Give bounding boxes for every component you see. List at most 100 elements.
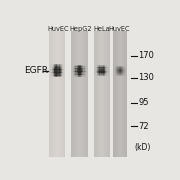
- Bar: [58, 72, 59, 73]
- Bar: [108, 74, 109, 75]
- Bar: [73, 73, 74, 74]
- Bar: [103, 66, 104, 67]
- Bar: [78, 65, 79, 66]
- Bar: [83, 70, 84, 71]
- Bar: [105, 66, 106, 67]
- Bar: [74, 69, 75, 70]
- Bar: [61, 75, 62, 76]
- Bar: [76, 31, 77, 158]
- Bar: [56, 70, 57, 71]
- Bar: [57, 64, 58, 65]
- Bar: [77, 67, 78, 68]
- Bar: [54, 73, 55, 74]
- Bar: [105, 67, 106, 68]
- Bar: [62, 74, 63, 75]
- Bar: [74, 69, 75, 70]
- Bar: [100, 67, 101, 68]
- Bar: [58, 31, 59, 158]
- Bar: [55, 76, 56, 77]
- Bar: [96, 75, 97, 76]
- Bar: [99, 75, 100, 76]
- Bar: [51, 70, 52, 71]
- Bar: [59, 72, 60, 73]
- Bar: [75, 65, 76, 66]
- Bar: [125, 67, 126, 68]
- Bar: [97, 67, 98, 68]
- Bar: [81, 72, 82, 73]
- Bar: [79, 71, 80, 72]
- Bar: [103, 31, 104, 158]
- Bar: [106, 69, 107, 70]
- Bar: [80, 31, 81, 158]
- Bar: [56, 72, 57, 73]
- Bar: [84, 69, 85, 70]
- Bar: [78, 69, 79, 70]
- Bar: [100, 68, 101, 69]
- Bar: [81, 66, 82, 67]
- Bar: [84, 73, 85, 74]
- Bar: [55, 70, 56, 71]
- Bar: [99, 71, 100, 72]
- Bar: [107, 75, 108, 76]
- Bar: [76, 68, 77, 69]
- Bar: [59, 67, 60, 68]
- Bar: [124, 31, 125, 158]
- Bar: [123, 73, 124, 74]
- Bar: [57, 72, 58, 73]
- Bar: [75, 74, 76, 75]
- Bar: [99, 31, 100, 158]
- Bar: [104, 72, 105, 73]
- Bar: [53, 67, 54, 68]
- Bar: [83, 66, 84, 67]
- Bar: [62, 69, 63, 70]
- Bar: [80, 66, 81, 67]
- Bar: [82, 73, 83, 74]
- Bar: [76, 66, 77, 67]
- Bar: [115, 67, 116, 68]
- Bar: [51, 69, 52, 70]
- Bar: [114, 73, 115, 74]
- Bar: [75, 71, 76, 72]
- Bar: [61, 65, 62, 66]
- Bar: [72, 70, 73, 71]
- Bar: [61, 73, 62, 74]
- Bar: [98, 68, 99, 69]
- Bar: [84, 68, 85, 69]
- Bar: [108, 70, 109, 71]
- Bar: [83, 69, 84, 70]
- Bar: [50, 71, 51, 72]
- Text: HepG2: HepG2: [69, 26, 92, 32]
- Bar: [85, 75, 86, 76]
- Bar: [106, 71, 107, 72]
- Bar: [123, 67, 124, 68]
- Bar: [104, 72, 105, 73]
- Bar: [49, 70, 50, 71]
- Bar: [74, 71, 75, 72]
- Bar: [105, 73, 106, 74]
- Bar: [74, 69, 75, 70]
- Bar: [104, 74, 105, 75]
- Text: 130: 130: [138, 73, 154, 82]
- Bar: [125, 74, 126, 75]
- Bar: [60, 66, 61, 67]
- Bar: [97, 71, 98, 72]
- Bar: [73, 75, 74, 76]
- Bar: [82, 71, 83, 72]
- Bar: [116, 72, 117, 73]
- Bar: [118, 66, 119, 67]
- Bar: [60, 71, 61, 72]
- Bar: [50, 66, 51, 67]
- Bar: [106, 72, 107, 73]
- Bar: [63, 65, 64, 66]
- Bar: [124, 72, 125, 73]
- Bar: [108, 67, 109, 68]
- Bar: [117, 74, 118, 75]
- Bar: [55, 71, 56, 72]
- Bar: [53, 69, 54, 70]
- Bar: [51, 71, 52, 72]
- Bar: [54, 70, 55, 71]
- Bar: [124, 72, 125, 73]
- Bar: [59, 71, 60, 72]
- Bar: [61, 68, 62, 69]
- Bar: [58, 67, 59, 68]
